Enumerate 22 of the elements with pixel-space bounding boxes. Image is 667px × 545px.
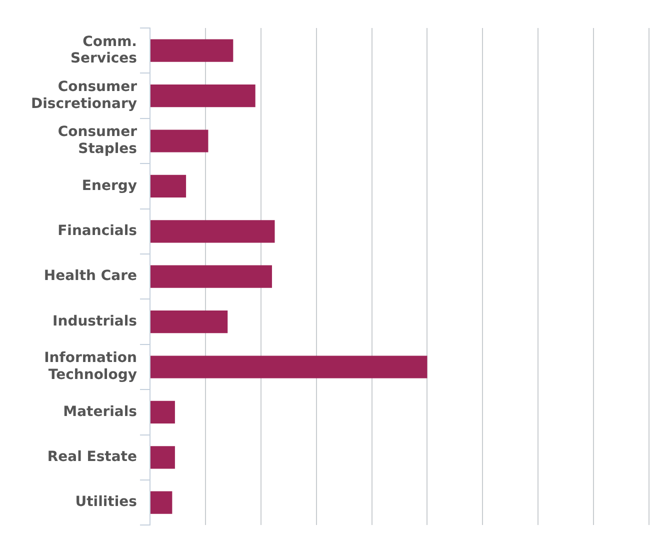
y-tick-label: Utilities [75,494,138,510]
y-tick-label: Consumer Discretionary [30,79,138,112]
bar [150,265,272,288]
bar [150,84,256,108]
bar [150,174,186,198]
y-tick-label: Energy [82,178,138,194]
bar [150,310,228,334]
bar [150,39,234,62]
y-tick-label: Health Care [44,268,138,284]
y-tick-label: Information Technology [44,350,138,384]
bar [150,491,172,514]
y-tick-label: Industrials [52,313,138,330]
bar [150,130,208,152]
bar [150,446,175,469]
y-tick-label: Comm. Services [70,34,138,67]
bar [150,400,175,424]
y-tick-label: Real Estate [47,449,138,466]
y-tick-label: Materials [63,404,138,420]
y-tick-label: Financials [58,223,138,240]
y-tick-label: Consumer Staples [58,124,138,158]
bar [150,356,428,378]
bar [150,220,275,243]
